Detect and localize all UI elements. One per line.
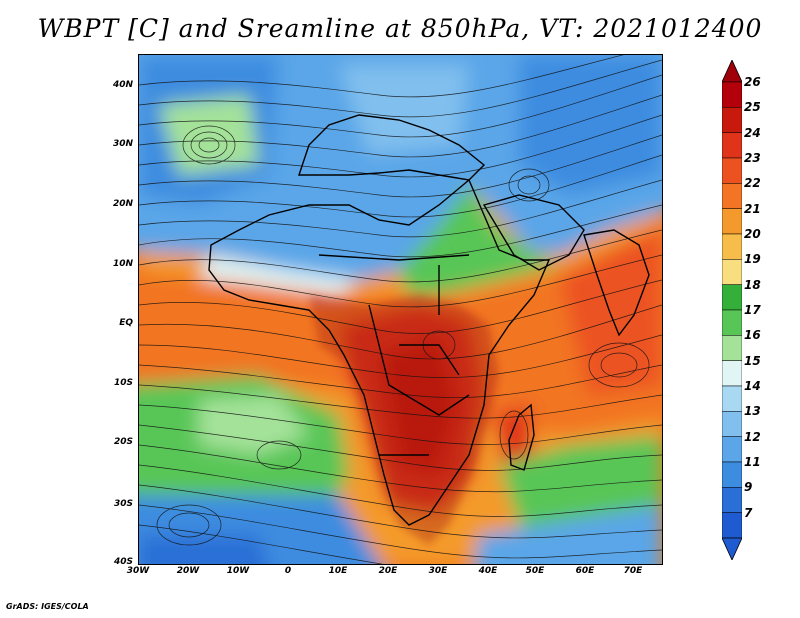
lon-label-30w: 30W (126, 566, 150, 576)
grads-credit: GrADS: IGES/COLA (6, 602, 89, 611)
colorbar-tick-label: 21 (744, 201, 761, 216)
weather-map (138, 54, 663, 565)
colorbar-segment (722, 411, 742, 437)
lat-label-10n: 10N (112, 259, 133, 269)
colorbar-tick-label: 22 (744, 176, 761, 191)
colorbar-segment (722, 461, 742, 488)
map-title: WBPT [C] and Sreamline at 850hPa, VT: 20… (37, 14, 763, 43)
colorbar-segment (722, 81, 742, 108)
lon-label-20e: 20E (378, 566, 398, 576)
colorbar-segment (722, 309, 742, 336)
lon-label-30e: 30E (428, 566, 448, 576)
colorbar-segment (722, 233, 742, 260)
colorbar-tick-label: 16 (744, 328, 761, 343)
colorbar-segment (722, 436, 742, 463)
colorbar-tick-label: 23 (744, 151, 761, 165)
colorbar-bottom-arrow (722, 537, 742, 560)
coastlines (208, 114, 650, 526)
colorbar-tick-label: 25 (744, 100, 761, 115)
lat-label-10s: 10S (113, 378, 133, 388)
colorbar-segment (722, 335, 742, 361)
colorbar-segment (722, 360, 742, 387)
colorbar (722, 60, 742, 560)
lat-label-20n: 20N (112, 199, 133, 209)
colorbar-tick-label: 12 (744, 429, 761, 444)
colorbar-tick-label: 18 (744, 277, 761, 292)
lon-label-40e: 40E (478, 566, 498, 576)
lon-label-50e: 50E (525, 566, 545, 576)
colorbar-segment (722, 157, 742, 184)
lon-label-10e: 10E (328, 566, 348, 576)
colorbar-segment (722, 107, 742, 133)
colorbar-tick-label: 11 (744, 455, 761, 469)
colorbar-tick-label: 17 (744, 303, 761, 317)
lat-label-30n: 30N (112, 139, 133, 149)
streamlines (139, 55, 662, 564)
colorbar-segment (722, 183, 742, 209)
lat-label-30s: 30S (113, 499, 133, 509)
lon-label-10w: 10W (226, 566, 250, 576)
colorbar-segment (722, 259, 742, 285)
colorbar-tick-label: 20 (744, 227, 761, 241)
colorbar-tick-label: 9 (744, 480, 753, 495)
colorbar-tick-label: 19 (744, 252, 761, 267)
colorbar-segment (722, 132, 742, 159)
colorbar-segment (722, 512, 742, 539)
colorbar-tick-label: 7 (744, 505, 753, 520)
lon-label-70e: 70E (623, 566, 643, 576)
colorbar-tick-label: 26 (744, 75, 761, 89)
colorbar-segment (722, 487, 742, 513)
colorbar-tick-label: 24 (744, 125, 761, 140)
colorbar-top-arrow (722, 60, 742, 83)
lon-label-60e: 60E (575, 566, 595, 576)
colorbar-tick-label: 15 (744, 353, 761, 368)
map-canvas (139, 55, 662, 564)
lon-label-0: 0 (284, 566, 292, 576)
colorbar-segment (722, 284, 742, 311)
colorbar-tick-label: 14 (744, 379, 761, 393)
lon-label-20w: 20W (176, 566, 200, 576)
colorbar-segment (722, 385, 742, 412)
lat-label-40n: 40N (112, 80, 133, 90)
colorbar-segment (722, 208, 742, 235)
lat-label-20s: 20S (113, 437, 133, 447)
colorbar-tick-label: 13 (744, 404, 761, 419)
lat-label-40s: 40S (113, 557, 133, 567)
lat-label-eq: EQ (119, 318, 133, 328)
